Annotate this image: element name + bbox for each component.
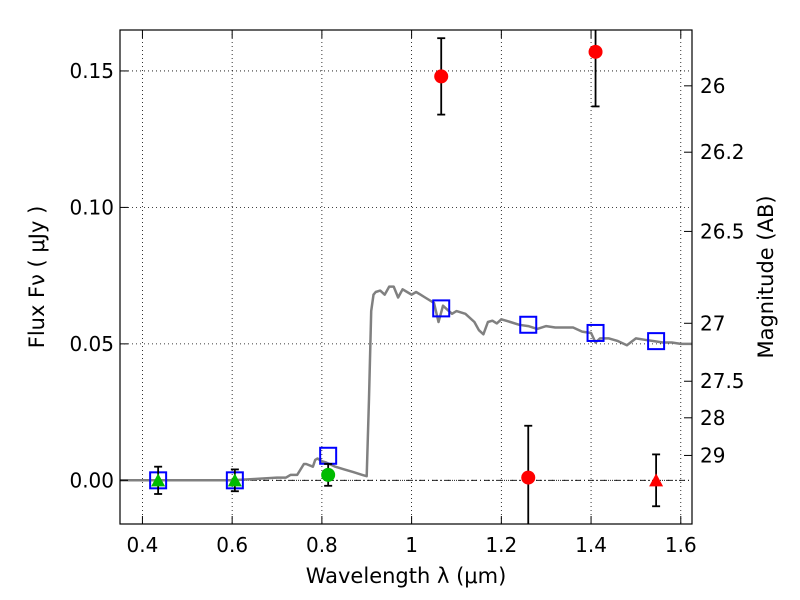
mag-tick-label: 28 [700, 406, 725, 430]
model-photometry-square [432, 299, 451, 318]
detection-point [588, 44, 603, 59]
upper-limit-marker [649, 473, 664, 487]
x-axis-title: Wavelength λ (μm) [306, 564, 507, 588]
x-tick-label: 0.6 [216, 533, 248, 557]
mag-tick-label: 26.5 [700, 219, 745, 243]
upper-limit-marker [151, 473, 166, 487]
grid-lines [120, 30, 692, 524]
model-photometry-square [519, 315, 538, 334]
y-axis-title: Flux Fν ( μJy ) [25, 206, 49, 349]
upper-limit-marker [227, 473, 242, 487]
x-axis-title-text: Wavelength λ (μm) [306, 564, 507, 588]
x-tick-label: 1.4 [575, 533, 607, 557]
plot-frame [119, 29, 693, 525]
y2-axis-title: Magnitude (AB) [754, 195, 778, 358]
x-tick-label: 1.6 [665, 533, 697, 557]
plot-area [120, 30, 692, 524]
mag-tick-label: 26.2 [700, 140, 745, 164]
detection-point [521, 470, 536, 485]
axis-ticks: 0.4 0.6 0.8 1 1.2 1.4 1.6 0.00 0.05 0.10 0.15 26 26.… [69, 30, 745, 557]
model-photometry-square [586, 323, 605, 342]
mag-tick-label: 29 [700, 443, 725, 467]
y-tick-label: 0.15 [69, 59, 114, 83]
detection-point [434, 69, 449, 84]
mag-tick-label: 26 [700, 74, 725, 98]
detection-point [321, 467, 336, 482]
y-tick-label: 0.05 [69, 332, 114, 356]
y-axis-title-text: Flux Fν ( μJy ) [25, 206, 49, 349]
y-tick-label: 0.00 [69, 468, 114, 492]
y-tick-label: 0.10 [69, 195, 114, 219]
model-photometry-square [647, 332, 666, 351]
x-tick-label: 1.2 [485, 533, 517, 557]
mag-tick-label: 27.5 [700, 369, 745, 393]
mag-tick-label: 27 [700, 311, 725, 335]
y2-axis-title-text: Magnitude (AB) [754, 195, 778, 358]
x-tick-label: 0.4 [127, 533, 159, 557]
x-tick-label: 1 [405, 533, 418, 557]
x-tick-label: 0.8 [306, 533, 338, 557]
